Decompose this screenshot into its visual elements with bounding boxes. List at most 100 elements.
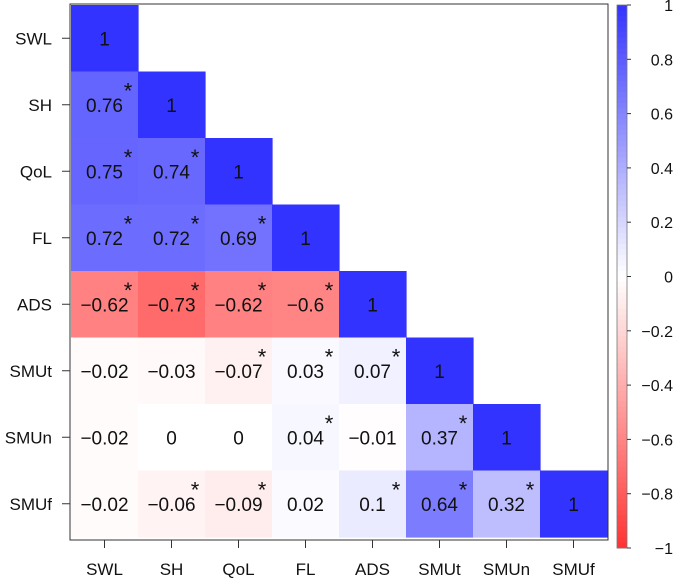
row-label: SMUf xyxy=(10,495,53,514)
significance-asterisk: * xyxy=(392,345,401,370)
colorbar-strip xyxy=(617,504,627,511)
significance-asterisk: * xyxy=(392,478,401,503)
colorbar-strip xyxy=(617,205,627,212)
colorbar-strip xyxy=(617,542,627,549)
heatmap-cell xyxy=(473,470,541,538)
colorbar-strip xyxy=(617,238,627,245)
column-label: FL xyxy=(296,560,316,579)
cell-value-label: 0.07 xyxy=(354,362,391,383)
colorbar-strip xyxy=(617,135,627,142)
colorbar-strip xyxy=(617,167,627,174)
colorbar-strip xyxy=(617,466,627,473)
cell-value-label: −0.02 xyxy=(80,428,128,449)
column-label: ADS xyxy=(355,560,390,579)
colorbar-strip xyxy=(617,428,627,435)
colorbar-strip xyxy=(617,222,627,229)
significance-asterisk: * xyxy=(124,212,133,237)
colorbar-strip xyxy=(617,59,627,66)
cell-value-label: 1 xyxy=(300,229,311,250)
colorbar-strip xyxy=(617,200,627,207)
heatmap-cell xyxy=(272,204,340,272)
significance-asterisk: * xyxy=(258,345,267,370)
colorbar-strip xyxy=(617,276,627,283)
heatmap-cell xyxy=(71,5,139,73)
colorbar-strip xyxy=(617,526,627,533)
colorbar-strip xyxy=(617,417,627,424)
colorbar-tick-label: −0.8 xyxy=(641,487,673,504)
heatmap-cell xyxy=(205,138,273,206)
colorbar-strip xyxy=(617,395,627,402)
row-label: SMUn xyxy=(5,428,52,447)
colorbar-tick-label: 0.4 xyxy=(651,161,673,178)
heatmap-cell xyxy=(406,337,474,405)
colorbar-strip xyxy=(617,243,627,250)
colorbar-strip xyxy=(617,129,627,136)
cell-value-label: −0.62 xyxy=(80,295,128,316)
cell-value-label: 0.32 xyxy=(488,495,525,516)
significance-asterisk: * xyxy=(124,145,133,170)
colorbar-strip xyxy=(617,482,627,489)
cell-value-label: 0.72 xyxy=(86,229,123,250)
colorbar-strip xyxy=(617,319,627,326)
colorbar-strip xyxy=(617,281,627,288)
colorbar-strip xyxy=(617,195,627,201)
significance-asterisk: * xyxy=(191,278,200,303)
colorbar-tick-label: 0 xyxy=(664,270,673,287)
colorbar-strip xyxy=(617,374,627,381)
cell-value-label: −0.73 xyxy=(147,295,195,316)
cell-value-label: −0.6 xyxy=(287,295,325,316)
colorbar-strip xyxy=(617,211,627,218)
colorbar-strip xyxy=(617,352,627,359)
colorbar-strip xyxy=(617,146,627,153)
colorbar-strip xyxy=(617,499,627,506)
colorbar-strip xyxy=(617,53,627,60)
colorbar-strip xyxy=(617,477,627,484)
colorbar-strip xyxy=(617,70,627,77)
colorbar-strip xyxy=(617,439,627,446)
heatmap-cell xyxy=(205,337,273,405)
colorbar-strip xyxy=(617,303,627,310)
colorbar-strip xyxy=(617,81,627,87)
heatmap-cell xyxy=(138,470,206,538)
column-label: QoL xyxy=(222,560,254,579)
colorbar-strip xyxy=(617,113,627,120)
colorbar-strip xyxy=(617,379,627,386)
heatmap-cell xyxy=(138,138,206,206)
column-label: SH xyxy=(160,560,184,579)
row-label: SWL xyxy=(15,29,52,48)
colorbar-strip xyxy=(617,292,627,299)
heatmap-cell xyxy=(473,404,541,472)
heatmap-cell xyxy=(339,271,407,339)
cell-value-label: 0.76 xyxy=(86,96,123,117)
cell-value-label: 0.64 xyxy=(421,495,458,516)
heatmap-cell xyxy=(138,71,206,139)
colorbar-tick-label: −0.6 xyxy=(641,432,673,449)
significance-asterisk: * xyxy=(191,478,200,503)
heatmap-cell xyxy=(71,71,139,139)
colorbar-strip xyxy=(617,509,627,516)
colorbar-strip xyxy=(617,124,627,131)
cell-value-label: 0.37 xyxy=(421,428,458,449)
heatmap-cell xyxy=(71,204,139,272)
colorbar-strip xyxy=(617,260,627,267)
colorbar-strip xyxy=(617,43,627,49)
colorbar-strip xyxy=(617,531,627,538)
colorbar-strip xyxy=(617,520,627,527)
colorbar-strip xyxy=(617,75,627,82)
cell-value-label: 0.75 xyxy=(86,162,123,183)
heatmap-cell xyxy=(339,404,407,472)
significance-asterisk: * xyxy=(124,278,133,303)
heatmap-cell xyxy=(205,204,273,272)
heatmap-cell xyxy=(71,470,139,538)
colorbar-strip xyxy=(617,433,627,440)
significance-asterisk: * xyxy=(124,79,133,104)
heatmap-cell xyxy=(339,337,407,405)
colorbar-strip xyxy=(617,91,627,98)
significance-asterisk: * xyxy=(258,212,267,237)
plot-frame xyxy=(69,3,609,541)
colorbar-strip xyxy=(617,341,627,348)
cell-value-label: −0.07 xyxy=(214,362,262,383)
colorbar-strip xyxy=(617,26,627,33)
colorbar-strip xyxy=(617,119,627,125)
colorbar-strip xyxy=(617,347,627,354)
